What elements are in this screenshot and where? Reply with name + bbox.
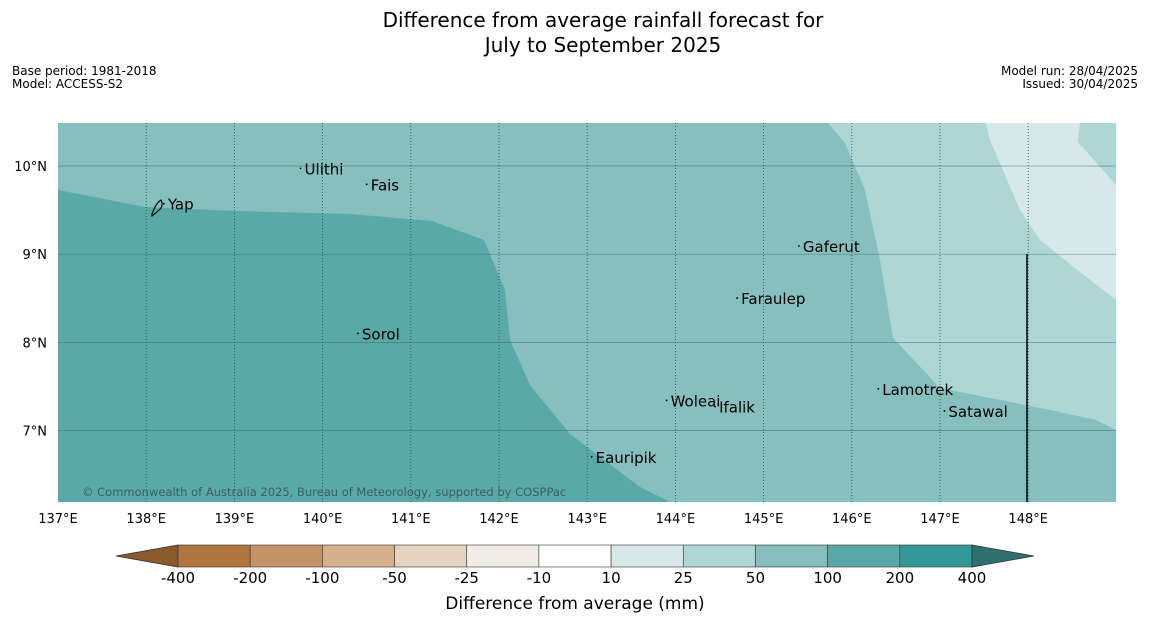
latitude-tick-labels: 7°N 8°N 9°N 10°N (14, 160, 47, 440)
colorbar: -400 -200 -100 -50 -25 -10 10 25 50 100 200 400 (115, 544, 1035, 587)
colorbar-tick-label: -50 (382, 569, 407, 587)
colorbar-tick-label: 200 (885, 569, 914, 587)
colorbar-tick-label: -100 (305, 569, 339, 587)
place-marker (877, 388, 880, 390)
colorbar-segment (466, 544, 540, 568)
latitude-tick-label: 8°N (23, 336, 48, 351)
colorbar-segment (322, 544, 395, 568)
issued-text: Issued: 30/04/2025 (1022, 77, 1138, 91)
place-marker (665, 399, 668, 402)
yap-island-outline (151, 199, 163, 218)
colorbar-tick-label: 10 (602, 569, 621, 587)
colorbar-tick-label: 100 (813, 569, 842, 587)
map-plot-area: Yap Ulithi Fais Gaferut Faraulep Sorol WoleaiI… (58, 123, 1116, 502)
place-label: Ulithi (305, 160, 344, 178)
place-label: Woleai (671, 392, 721, 410)
place-marker (356, 332, 359, 335)
longitude-tick-label: 143°E (567, 512, 607, 527)
zone-100-200 (58, 190, 670, 502)
colorbar-tick-label: 50 (746, 569, 765, 587)
longitude-tick-label: 139°E (215, 512, 255, 527)
longitude-tick-label: 142°E (479, 512, 519, 527)
longitude-tick-label: 137°E (38, 512, 78, 527)
colorbar-tick-label: 400 (958, 569, 987, 587)
longitude-tick-label: 146°E (832, 512, 872, 527)
model-run-text: Model run: 28/04/2025 (1000, 64, 1138, 78)
place-marker (714, 405, 716, 408)
title-line-2: July to September 2025 (484, 33, 722, 57)
colorbar-segment (827, 544, 901, 568)
latitude-tick-label: 7°N (23, 425, 48, 440)
place-label: Eauripik (596, 449, 657, 467)
place-marker (365, 183, 368, 186)
place-marker (797, 245, 800, 247)
colorbar-extend-low (115, 544, 179, 568)
place-marker (736, 297, 739, 299)
colorbar-tick-label: -10 (527, 569, 552, 587)
place-marker (162, 202, 165, 205)
colorbar-segment (538, 544, 612, 568)
place-label: Sorol (362, 325, 400, 343)
longitude-tick-label: 144°E (656, 512, 696, 527)
colorbar-tick-label: -200 (233, 569, 267, 587)
place-label: Gaferut (803, 238, 860, 256)
colorbar-tick-label: -25 (454, 569, 479, 587)
place-marker (299, 167, 302, 170)
meta-left: Base period: 1981-2018 Model: ACCESS-S2 (12, 65, 157, 91)
place-label: Faraulep (741, 290, 805, 308)
longitude-tick-labels: 137°E 138°E 139°E 140°E 141°E 142°E 143°E 144°E… (38, 512, 1048, 527)
copyright-text: © Commonwealth of Australia 2025, Bureau… (82, 485, 566, 499)
graticule (58, 123, 1116, 502)
place-label: Satawal (948, 403, 1007, 421)
place-label: Ifalik (719, 399, 755, 417)
longitude-tick-label: 138°E (126, 512, 166, 527)
latitude-tick-label: 10°N (14, 160, 47, 175)
map-title: Difference from average rainfall forecas… (0, 8, 1150, 58)
colorbar-segment (177, 544, 251, 568)
base-period-text: Base period: 1981-2018 (12, 64, 157, 78)
place-label: Lamotrek (882, 381, 953, 399)
place-label: Yap (167, 196, 194, 214)
latitude-tick-label: 9°N (23, 248, 48, 263)
longitude-tick-label: 141°E (391, 512, 431, 527)
colorbar-segment (682, 544, 756, 568)
longitude-tick-label: 147°E (920, 512, 960, 527)
colorbar-segment (755, 544, 828, 568)
meta-right: Model run: 28/04/2025 Issued: 30/04/2025 (1001, 65, 1138, 91)
place-label: Fais (371, 176, 400, 194)
colorbar-tick-label: 25 (674, 569, 693, 587)
colorbar-segment (394, 544, 468, 568)
colorbar-extend-high (971, 544, 1035, 568)
colorbar-segment (610, 544, 684, 568)
longitude-tick-label: 148°E (1008, 512, 1048, 527)
place-marker (590, 455, 593, 458)
longitude-tick-label: 145°E (744, 512, 784, 527)
colorbar-segment (899, 544, 973, 568)
place-marker (943, 410, 946, 412)
model-text: Model: ACCESS-S2 (12, 77, 124, 91)
place-labels: Yap Ulithi Fais Gaferut Faraulep Sorol WoleaiI… (162, 160, 1008, 467)
colorbar-label: Difference from average (mm) (445, 594, 705, 614)
longitude-tick-label: 140°E (303, 512, 343, 527)
title-line-1: Difference from average rainfall forecas… (382, 8, 824, 32)
colorbar-segment (249, 544, 323, 568)
colorbar-tick-label: -400 (161, 569, 195, 587)
zone-10-25 (986, 123, 1116, 300)
